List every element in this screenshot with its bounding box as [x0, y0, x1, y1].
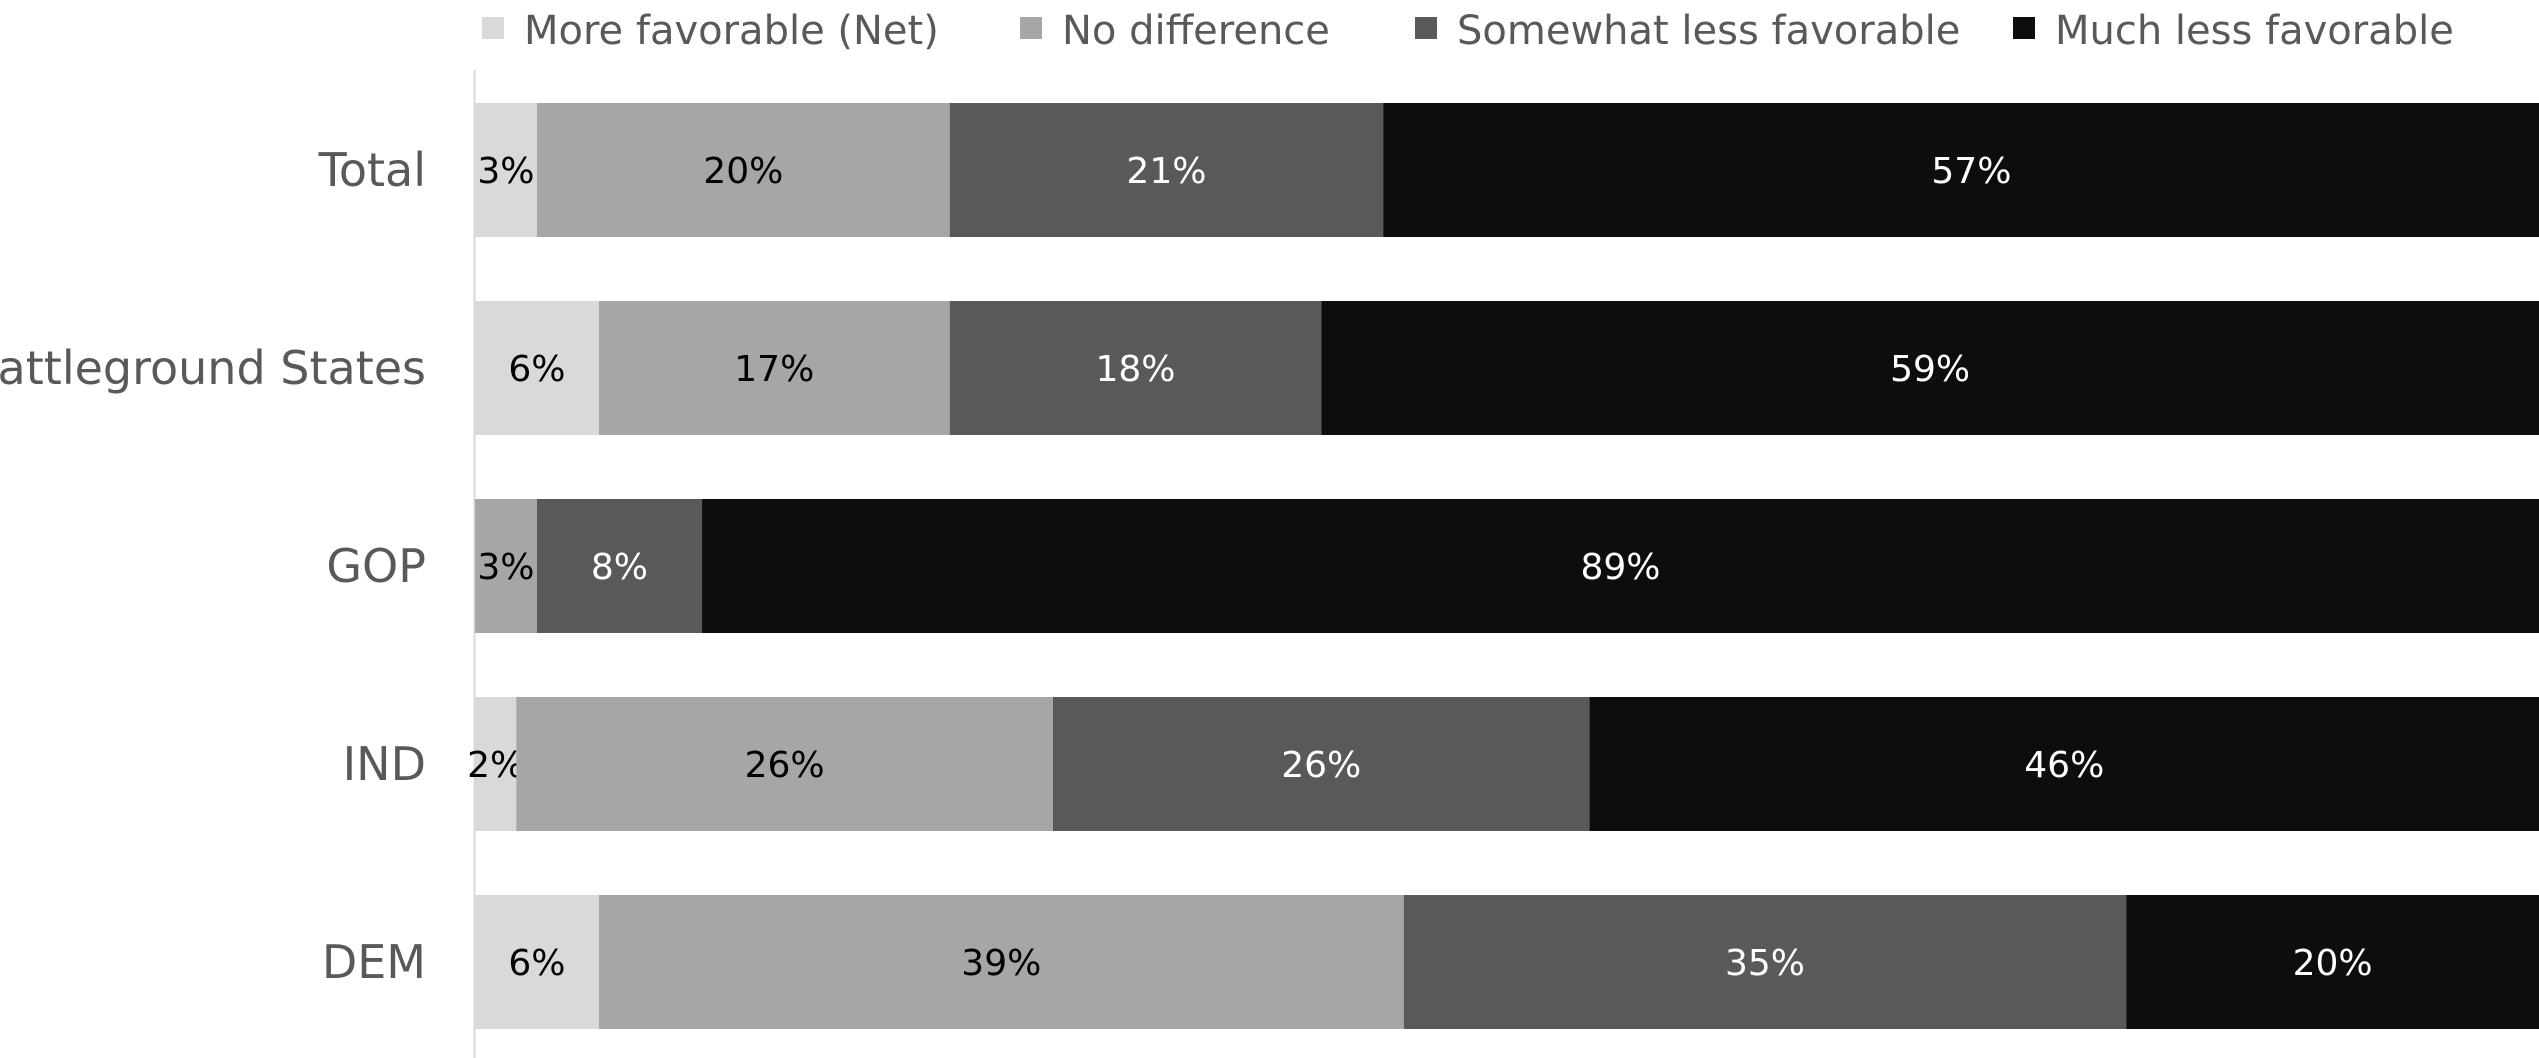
legend-label-no-difference: No difference [1062, 8, 1330, 54]
bar-segment-battleground-states-no-difference [598, 301, 950, 435]
data-label-total-much-less-favorable: 57% [1931, 151, 2011, 192]
bar-segment-ind-no-difference [516, 697, 1053, 831]
data-label-ind-somewhat-less-favorable: 26% [1281, 745, 1361, 786]
bar-segment-battleground-states-more-favorable-net [475, 301, 599, 435]
legend-label-much-less-favorable: Much less favorable [2055, 8, 2454, 54]
bar-segment-total-much-less-favorable [1383, 103, 2539, 237]
legend-label-more-favorable-net: More favorable (Net) [524, 8, 939, 54]
bar-segment-total-no-difference [536, 103, 950, 237]
data-label-total-more-favorable-net: 3% [477, 151, 534, 192]
bar-segment-dem-no-difference [598, 895, 1404, 1029]
data-label-battleground-states-no-difference: 17% [734, 349, 814, 390]
bar-segment-dem-more-favorable-net [475, 895, 599, 1029]
data-label-dem-more-favorable-net: 6% [508, 943, 565, 984]
legend-swatch-more-favorable-net [482, 17, 504, 39]
data-label-gop-somewhat-less-favorable: 8% [591, 547, 648, 588]
bar-segment-battleground-states-much-less-favorable [1321, 301, 2539, 435]
bar-segment-dem-somewhat-less-favorable [1403, 895, 2127, 1029]
data-label-gop-much-less-favorable: 89% [1581, 547, 1661, 588]
data-label-total-no-difference: 20% [703, 151, 783, 192]
data-label-ind-more-favorable-net: 2% [467, 745, 524, 786]
data-label-battleground-states-more-favorable-net: 6% [508, 349, 565, 390]
category-label-gop: GOP [326, 539, 426, 593]
bar-segment-ind-somewhat-less-favorable [1052, 697, 1590, 831]
category-label-total: Total [318, 143, 426, 197]
bar-segment-gop-somewhat-less-favorable [536, 499, 703, 633]
legend-swatch-no-difference [1020, 17, 1042, 39]
data-label-total-somewhat-less-favorable: 21% [1126, 151, 1206, 192]
bar-segment-gop-much-less-favorable [702, 499, 2539, 633]
category-label-ind: IND [343, 737, 426, 791]
bar-segment-ind-more-favorable-net [475, 697, 517, 831]
data-label-dem-somewhat-less-favorable: 35% [1725, 943, 1805, 984]
bar-segment-total-more-favorable-net [475, 103, 537, 237]
legend-swatch-much-less-favorable [2013, 17, 2035, 39]
legend-swatch-somewhat-less-favorable [1415, 17, 1437, 39]
legend-label-somewhat-less-favorable: Somewhat less favorable [1457, 8, 1960, 54]
legend: More favorable (Net) No difference Somewha… [482, 8, 2454, 54]
data-label-battleground-states-somewhat-less-favorable: 18% [1095, 349, 1175, 390]
data-label-ind-much-less-favorable: 46% [2024, 745, 2104, 786]
category-label-battleground-states: Battleground States [0, 341, 426, 395]
plot-area: 3% 20% 21% 57% 6% 17% 18% 59% 3% 8% 89% 2% 26% 26% 46%… [467, 103, 2539, 1029]
category-axis-labels: Total Battleground States GOP IND DEM [0, 143, 426, 989]
data-label-ind-no-difference: 26% [745, 745, 825, 786]
data-label-dem-no-difference: 39% [961, 943, 1041, 984]
bar-segment-gop-no-difference [475, 499, 537, 633]
bar-segment-ind-much-less-favorable [1589, 697, 2539, 831]
data-label-gop-no-difference: 3% [477, 547, 534, 588]
bar-segment-battleground-states-somewhat-less-favorable [949, 301, 1322, 435]
data-label-battleground-states-much-less-favorable: 59% [1890, 349, 1970, 390]
bar-segment-dem-much-less-favorable [2126, 895, 2539, 1029]
bar-segment-total-somewhat-less-favorable [949, 103, 1384, 237]
data-label-dem-much-less-favorable: 20% [2293, 943, 2373, 984]
category-label-dem: DEM [322, 935, 426, 989]
